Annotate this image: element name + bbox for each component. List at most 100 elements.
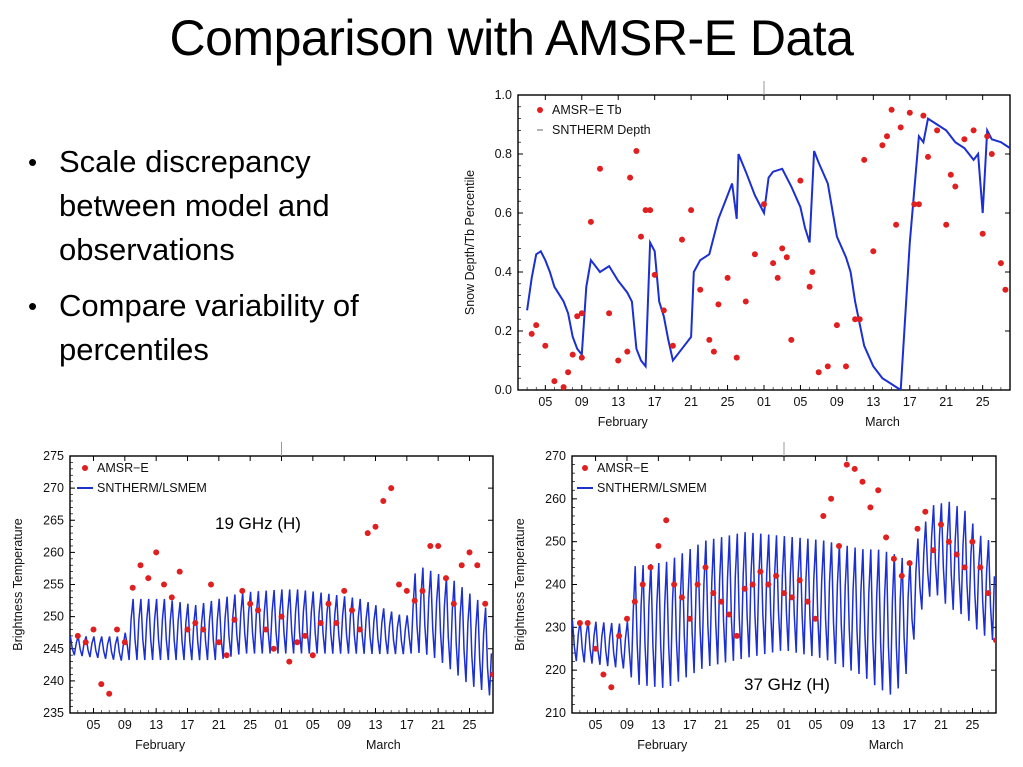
data-point: [779, 245, 786, 252]
data-point: [616, 632, 623, 639]
data-point: [824, 363, 831, 370]
data-point: [578, 310, 585, 317]
data-point: [671, 581, 678, 588]
data-point: [806, 283, 813, 290]
data-point: [647, 207, 654, 214]
y-tick-label: 250: [43, 610, 64, 624]
data-point: [702, 564, 709, 571]
data-point: [435, 543, 442, 549]
x-tick-label: 05: [538, 395, 552, 409]
data-point: [528, 330, 535, 337]
data-point: [458, 562, 465, 569]
y-tick-label: 260: [545, 492, 566, 506]
data-point: [223, 652, 230, 659]
y-tick-label: 260: [43, 545, 64, 559]
x-tick-label: 13: [149, 718, 163, 732]
data-point: [945, 538, 952, 545]
data-point: [749, 581, 756, 588]
y-tick-label: 245: [43, 642, 64, 656]
x-tick-label: 17: [683, 718, 697, 732]
data-point: [688, 207, 695, 214]
data-point: [121, 639, 128, 646]
data-point: [781, 590, 787, 597]
data-point: [651, 271, 658, 278]
data-point: [388, 485, 395, 492]
data-point: [797, 177, 804, 184]
data-point: [302, 632, 308, 639]
x-tick-label: 05: [589, 718, 603, 732]
x-tick-label: 17: [648, 395, 662, 409]
data-point: [615, 357, 622, 364]
data-point: [587, 218, 594, 225]
x-tick-label: 13: [611, 395, 625, 409]
y-tick-label: 240: [43, 674, 64, 688]
data-point: [349, 607, 355, 614]
x-tick-label: 01: [757, 395, 771, 409]
data-point: [726, 611, 732, 618]
y-tick-label: 0.4: [495, 265, 512, 279]
data-point: [952, 183, 959, 190]
data-point: [914, 525, 921, 532]
data-point: [341, 587, 348, 594]
data-point: [627, 174, 634, 181]
y-tick-label: 1.0: [495, 88, 512, 102]
x-tick-label: 21: [934, 718, 948, 732]
data-point: [890, 555, 897, 562]
data-point: [733, 632, 740, 639]
data-point: [751, 251, 758, 258]
data-point: [286, 658, 293, 665]
data-point: [633, 148, 640, 154]
data-point: [655, 543, 662, 549]
y-tick-label: 230: [545, 620, 566, 634]
data-point: [741, 585, 748, 592]
data-point: [278, 613, 285, 620]
data-point: [969, 538, 976, 545]
x-tick-label: 21: [939, 395, 953, 409]
data-point: [742, 298, 749, 305]
y-axis-label: Brightness Temperature: [513, 518, 527, 651]
legend-label: AMSR−E: [597, 461, 649, 475]
x-tick-label: 25: [463, 718, 477, 732]
data-point: [200, 626, 207, 633]
x-tick-label: 21: [212, 718, 226, 732]
y-tick-label: 0.8: [495, 147, 512, 161]
x-tick-label: 01: [777, 718, 791, 732]
data-point: [660, 307, 667, 314]
x-tick-label: 05: [306, 718, 320, 732]
legend-marker-points: [82, 465, 88, 471]
data-point: [551, 378, 558, 385]
data-point: [867, 504, 874, 511]
data-point: [411, 597, 418, 604]
x-month-label: March: [865, 415, 900, 429]
data-point: [639, 581, 646, 588]
data-point: [419, 587, 426, 594]
data-point: [906, 560, 913, 567]
data-point: [930, 547, 937, 554]
data-point: [565, 369, 572, 376]
x-month-label: February: [598, 415, 649, 429]
data-point: [997, 260, 1004, 267]
data-point: [710, 590, 717, 597]
data-point: [560, 384, 567, 390]
data-point: [262, 626, 269, 633]
data-point: [145, 575, 152, 582]
data-point: [474, 562, 481, 569]
data-point: [870, 248, 877, 255]
data-point: [638, 233, 644, 240]
data-point: [168, 594, 175, 601]
data-point: [247, 600, 254, 607]
y-tick-label: 270: [545, 449, 566, 463]
data-point: [647, 564, 654, 571]
data-point: [82, 639, 89, 646]
data-point: [898, 572, 905, 579]
data-point: [833, 322, 840, 329]
data-point: [988, 151, 995, 157]
data-point: [851, 465, 858, 472]
data-point: [774, 274, 781, 281]
data-point: [443, 575, 449, 582]
y-tick-label: 265: [43, 513, 64, 527]
x-month-label: February: [135, 738, 186, 752]
data-point: [970, 127, 977, 134]
x-tick-label: 09: [118, 718, 132, 732]
